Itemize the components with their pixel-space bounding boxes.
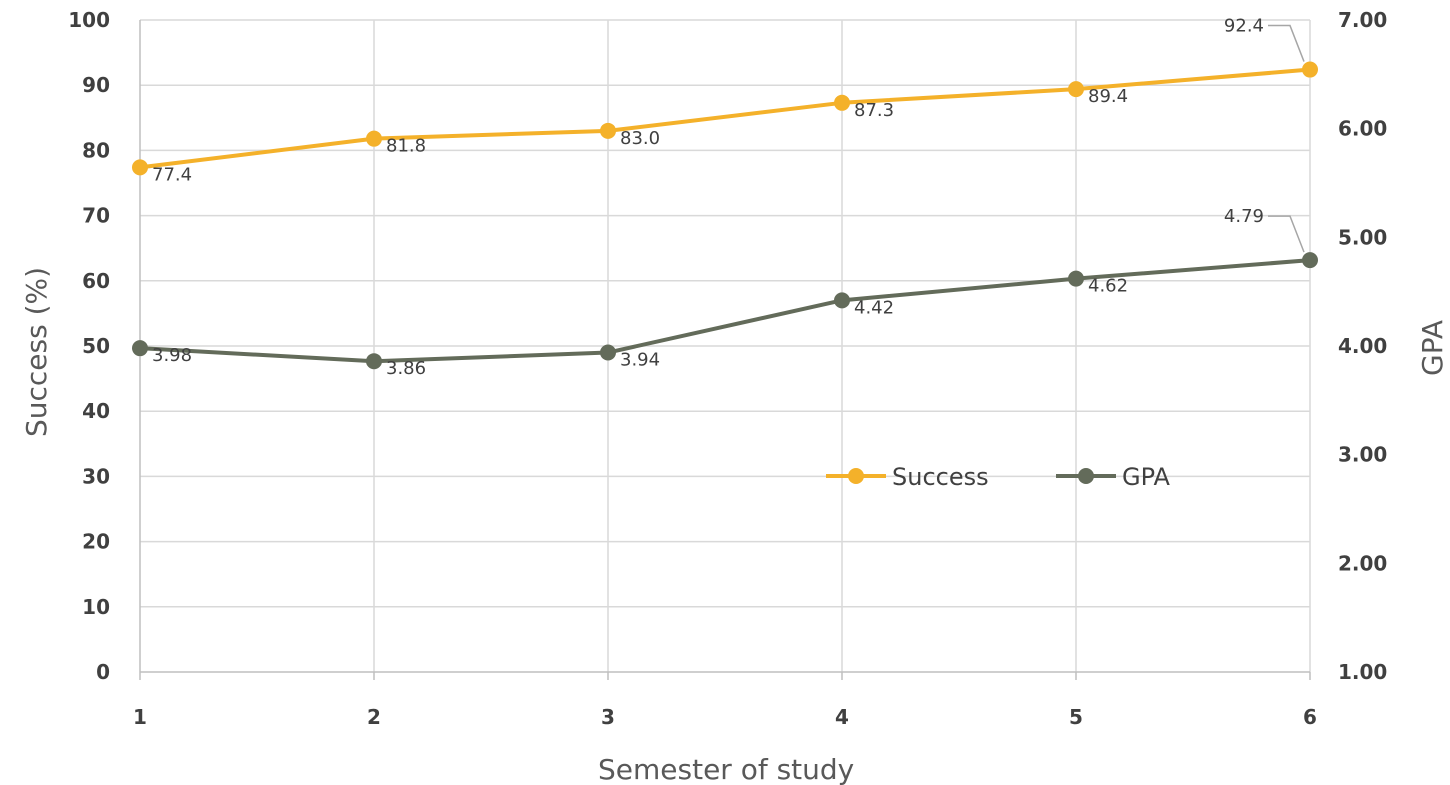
data-point-success	[1068, 81, 1084, 98]
data-point-gpa	[834, 292, 850, 309]
y2-tick-label: 7.00	[1338, 8, 1387, 32]
series-line-success	[139, 67, 1311, 170]
data-label: 3.98	[152, 345, 192, 366]
y2-tick-label: 3.00	[1338, 443, 1387, 467]
x-axis-title: Semester of study	[598, 753, 854, 785]
y-tick-label: 30	[82, 464, 110, 488]
y-tick-label: 0	[96, 660, 110, 684]
data-point-gpa	[1302, 252, 1318, 269]
y2-tick-label: 4.00	[1338, 334, 1387, 358]
y2-tick-label: 2.00	[1338, 551, 1387, 575]
legend-swatch-marker	[1078, 468, 1094, 484]
legend-label-gpa: GPA	[1122, 463, 1171, 491]
data-label: 83.0	[620, 128, 660, 149]
data-label: 4.62	[1088, 276, 1128, 297]
data-label: 77.4	[152, 164, 192, 185]
y2-tick-label: 6.00	[1338, 117, 1387, 141]
data-point-success	[1302, 61, 1318, 78]
y-tick-label: 10	[82, 595, 110, 619]
data-label: 4.79	[1224, 206, 1264, 227]
data-point-gpa	[1068, 270, 1084, 287]
data-point-success	[132, 159, 148, 176]
y2-tick-label: 1.00	[1338, 660, 1387, 684]
data-point-success	[600, 122, 616, 139]
y-axis-title: Success (%)	[20, 267, 53, 437]
legend-label-success: Success	[892, 463, 989, 491]
y-tick-label: 90	[82, 73, 110, 97]
data-label: 81.8	[386, 136, 426, 157]
x-tick-label: 5	[1069, 705, 1083, 729]
data-label: 4.42	[854, 297, 894, 318]
y2-tick-label: 5.00	[1338, 225, 1387, 249]
y-tick-label: 40	[82, 399, 110, 423]
y-tick-label: 20	[82, 530, 110, 554]
y-tick-label: 50	[82, 334, 110, 358]
data-point-gpa	[132, 340, 148, 357]
y2-axis-title: GPA	[1416, 320, 1449, 376]
x-tick-label: 6	[1303, 705, 1317, 729]
leader-line	[1268, 24, 1305, 62]
leader-line	[1268, 215, 1305, 253]
y-tick-label: 70	[82, 204, 110, 228]
data-label: 89.4	[1088, 86, 1128, 107]
y-tick-label: 60	[82, 269, 110, 293]
series-line-gpa	[139, 258, 1311, 364]
data-point-gpa	[366, 353, 382, 370]
data-label: 3.94	[620, 350, 660, 371]
x-tick-label: 2	[367, 705, 381, 729]
data-label: 3.86	[386, 358, 426, 379]
x-tick-label: 1	[133, 705, 147, 729]
legend: Success GPA	[826, 463, 1171, 491]
data-label: 92.4	[1224, 16, 1264, 37]
y-tick-label: 100	[68, 8, 110, 32]
data-label: 87.3	[854, 100, 894, 121]
series	[132, 61, 1318, 370]
x-tick-label: 4	[835, 705, 849, 729]
data-labels: 77.4 81.8 83.0 87.3 89.4 92.4 3.98 3.86 3.94 4.42…	[152, 16, 1305, 379]
data-point-gpa	[600, 344, 616, 361]
y-tick-label: 80	[82, 138, 110, 162]
legend-swatch-marker	[848, 468, 864, 484]
data-point-success	[834, 94, 850, 111]
x-tick-label: 3	[601, 705, 615, 729]
data-point-success	[366, 130, 382, 147]
